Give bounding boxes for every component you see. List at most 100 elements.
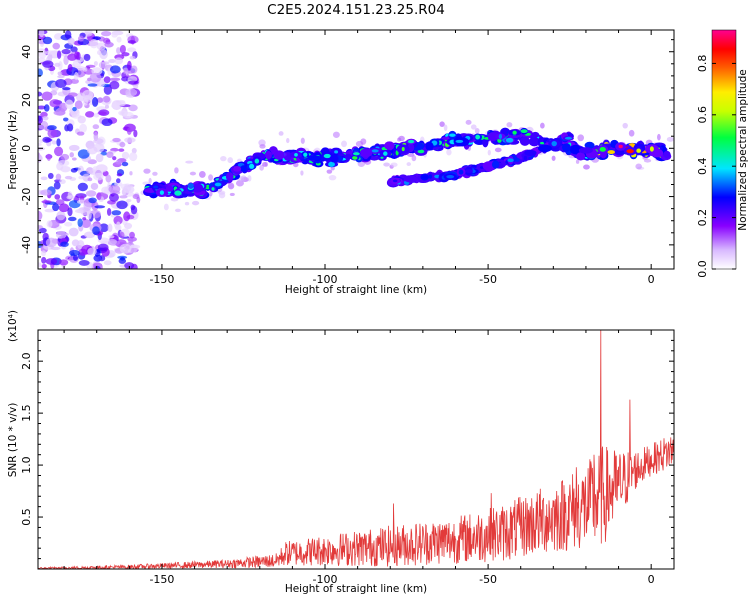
colorbar-axis: 0.0 0.2 0.4 0.6 0.8 (696, 55, 736, 278)
heatmap-cell (129, 55, 136, 60)
heatmap-cell (116, 47, 121, 54)
heatmap-cell (56, 50, 62, 59)
heatmap-cell (300, 137, 305, 144)
heatmap-cell (575, 159, 580, 164)
heatmap-cell (401, 147, 405, 152)
heatmap-cell (294, 152, 298, 157)
heatmap-cell (67, 92, 78, 97)
heatmap-cell (189, 171, 197, 176)
heatmap-cell (465, 169, 473, 173)
heatmap-cell (94, 265, 101, 269)
colorbar-frame (711, 29, 737, 270)
heatmap-cell (77, 35, 85, 42)
heatmap-cell (406, 162, 411, 167)
heatmap-cell (64, 175, 73, 180)
heatmap-cell (67, 216, 77, 222)
heatmap-cell (170, 197, 179, 202)
heatmap-cell (519, 136, 530, 146)
heatmap-cell (214, 182, 222, 187)
y-tick-label: 0.5 (20, 508, 33, 526)
heatmap-cell (326, 169, 333, 174)
heatmap-cell (487, 149, 491, 156)
heatmap-cell (38, 105, 46, 110)
heatmap-cell (50, 246, 61, 251)
heatmap-cell (371, 149, 379, 153)
heatmap-cell (228, 184, 234, 189)
heatmap-cell (143, 168, 151, 174)
heatmap-cell (108, 238, 117, 245)
heatmap-cell (53, 110, 66, 116)
heatmap-cell (54, 194, 61, 200)
heatmap-cell (57, 71, 63, 76)
heatmap-cell (523, 155, 528, 161)
heatmap-cell (104, 104, 110, 109)
heatmap-cell (77, 182, 88, 192)
heatmap-cell (262, 162, 268, 167)
heatmap-cell (455, 139, 464, 143)
heatmap-cell (475, 134, 481, 140)
heatmap-cell (112, 137, 121, 143)
heatmap-cell (58, 203, 70, 213)
heatmap-cell (123, 185, 132, 192)
heatmap-cell (82, 89, 94, 100)
heatmap-cell (227, 157, 234, 164)
heatmap-cell (220, 155, 227, 162)
x-tick-label: -150 (149, 573, 174, 586)
spectrogram-y-axis-label: Frequency (Hz) (7, 110, 19, 189)
heatmap-cell (119, 231, 125, 239)
heatmap-cell (55, 78, 67, 88)
heatmap-cell (124, 137, 136, 143)
heatmap-cell (40, 189, 52, 196)
y-tick-label: 1.0 (20, 456, 33, 474)
heatmap-cell (163, 203, 169, 211)
x-tick-label: -150 (149, 273, 174, 286)
heatmap-cell (45, 50, 57, 55)
y-tick-label: 1.5 (20, 404, 33, 422)
heatmap-cell (108, 59, 116, 64)
heatmap-cell (520, 129, 528, 134)
heatmap-cell (38, 115, 43, 124)
heatmap-cell (38, 225, 43, 229)
heatmap-cell (133, 129, 138, 138)
heatmap-cell (643, 158, 652, 163)
heatmap-cell (44, 138, 53, 142)
heatmap-cell (237, 158, 242, 163)
colorbar-tick-label: 0.0 (696, 260, 709, 278)
heatmap-cell (191, 200, 200, 206)
heatmap-cell (254, 158, 260, 164)
heatmap-cell (233, 166, 242, 172)
heatmap-cell (119, 44, 126, 54)
heatmap-cell (344, 153, 352, 160)
snr-x-axis-label: Height of straight line (km) (285, 583, 427, 595)
heatmap-cell (99, 49, 108, 60)
heatmap-cell (531, 131, 540, 138)
heatmap-cell (82, 97, 88, 106)
heatmap-cell (73, 72, 79, 81)
heatmap-cell (57, 75, 65, 79)
heatmap-cell (128, 104, 138, 112)
snr-series-line (38, 330, 674, 569)
heatmap-cell (487, 132, 499, 142)
heatmap-cell (458, 169, 464, 175)
heatmap-cell (89, 72, 102, 83)
heatmap-cell (38, 91, 43, 97)
heatmap-cell (259, 164, 264, 171)
heatmap-cell (303, 152, 308, 157)
heatmap-cell (71, 157, 77, 161)
heatmap-cell (119, 256, 126, 261)
heatmap-cell (38, 210, 43, 221)
heatmap-cell (87, 247, 97, 256)
heatmap-cell (537, 144, 552, 153)
heatmap-cell (129, 171, 133, 176)
heatmap-cell (95, 153, 104, 163)
heatmap-cell (127, 47, 137, 53)
heatmap-cell (328, 161, 335, 167)
heatmap-cell (46, 220, 53, 228)
heatmap-cell (293, 162, 299, 168)
heatmap-cell (67, 64, 73, 72)
heatmap-cell (528, 136, 540, 147)
colorbar-gradient (712, 30, 736, 269)
heatmap-cell (52, 42, 61, 50)
heatmap-cell (109, 77, 121, 82)
heatmap-cell (60, 241, 69, 248)
